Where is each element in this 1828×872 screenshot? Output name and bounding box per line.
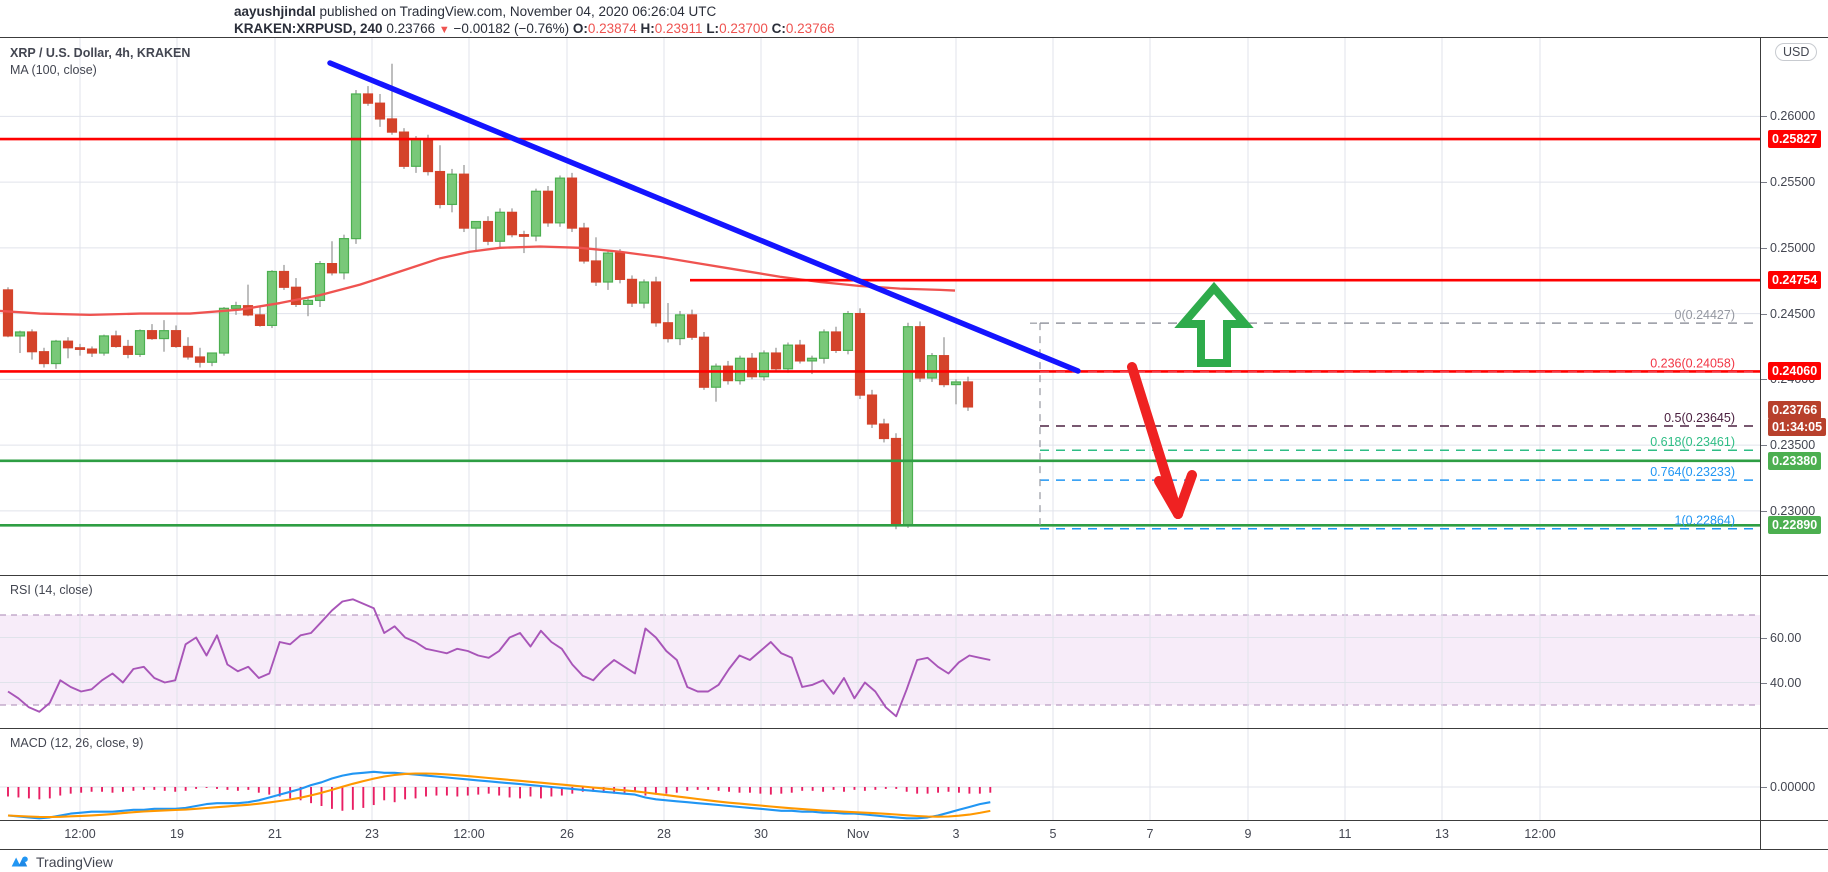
- macd-plot-area[interactable]: [0, 729, 1761, 820]
- price-pill-resistance[interactable]: 0.24754: [1768, 271, 1822, 290]
- macd-tick: [1761, 787, 1767, 788]
- svg-text:0.5(0.23645): 0.5(0.23645): [1664, 411, 1735, 425]
- price-tick: [1761, 379, 1767, 381]
- macd-pane[interactable]: MACD (12, 26, close, 9) 0.00000: [0, 728, 1828, 820]
- publisher-line: aayushjindal published on TradingView.co…: [234, 3, 1828, 20]
- low-value: 0.23700: [719, 21, 768, 36]
- tradingview-wordmark: TradingView: [36, 854, 114, 870]
- svg-text:0.764(0.23233): 0.764(0.23233): [1650, 465, 1735, 479]
- rsi-tick: [1761, 682, 1767, 684]
- currency-badge[interactable]: USD: [1775, 43, 1818, 61]
- price-tick: [1761, 313, 1767, 315]
- symbol-legend-title: XRP / U.S. Dollar, 4h, KRAKEN: [10, 46, 191, 60]
- author-name: aayushjindal: [234, 4, 316, 19]
- price-pill-support[interactable]: 0.23380: [1768, 451, 1822, 470]
- tradingview-logo-icon: [11, 856, 28, 867]
- macd-plot-svg: [0, 729, 1761, 820]
- time-tick-label: 12:00: [64, 827, 96, 841]
- quote-line: KRAKEN:XRPUSD, 240 0.23766 ▼ −0.00182 (−…: [234, 20, 1828, 39]
- price-tick: [1761, 116, 1767, 118]
- rsi-plot-svg: [0, 576, 1761, 728]
- time-tick-label: 12:00: [1524, 827, 1556, 841]
- price-change: −0.00182 (−0.76%): [453, 21, 570, 36]
- high-value: 0.23911: [654, 21, 703, 36]
- svg-text:1(0.22864): 1(0.22864): [1675, 514, 1735, 528]
- price-tick-label: 0.26000: [1770, 109, 1816, 124]
- time-tick-label: 3: [952, 827, 960, 841]
- rsi-axis[interactable]: 60.00 40.00: [1760, 576, 1828, 728]
- time-tick-label: 11: [1338, 827, 1352, 841]
- time-tick-label: 13: [1435, 827, 1449, 841]
- rsi-legend: RSI (14, close): [10, 583, 93, 597]
- price-tick-label: 0.23500: [1770, 438, 1816, 453]
- open-key: O:: [572, 21, 588, 36]
- ma-legend: MA (100, close): [10, 63, 97, 77]
- footer-brand: TradingView: [10, 852, 113, 872]
- close-key: C:: [771, 21, 786, 36]
- price-tick-label: 0.24500: [1770, 306, 1816, 321]
- rsi-plot-area[interactable]: [0, 576, 1761, 728]
- svg-text:0.236(0.24058): 0.236(0.24058): [1650, 357, 1735, 371]
- price-pill-countdown[interactable]: 01:34:05: [1768, 417, 1827, 436]
- symbol-label[interactable]: KRAKEN:XRPUSD, 240: [234, 21, 383, 36]
- macd-tick-label: 0.00000: [1770, 780, 1816, 794]
- time-tick-label: 26: [560, 827, 574, 841]
- rsi-pane[interactable]: RSI (14, close) 60.00 40.00: [0, 575, 1828, 728]
- time-tick-label: Nov: [846, 827, 870, 841]
- published-text: published on TradingView.com, November 0…: [315, 4, 717, 19]
- svg-text:0.618(0.23461): 0.618(0.23461): [1650, 435, 1735, 449]
- price-tick: [1761, 247, 1767, 249]
- price-tick: [1761, 510, 1767, 512]
- svg-text:0(0.24427): 0(0.24427): [1675, 308, 1735, 322]
- price-plot-svg: 0(0.24427) 0.236(0.24058) 0.5(0.23645) 0.61…: [0, 38, 1761, 575]
- main-chart-legend: XRP / U.S. Dollar, 4h, KRAKEN MA (100, c…: [10, 46, 190, 77]
- down-triangle-icon: ▼: [438, 24, 450, 36]
- time-tick-label: 5: [1049, 827, 1057, 841]
- low-key: L:: [706, 21, 720, 36]
- price-pill-support[interactable]: 0.22890: [1768, 516, 1822, 535]
- price-tick: [1761, 445, 1767, 447]
- last-price: 0.23766: [386, 21, 436, 36]
- price-tick-label: 0.23000: [1770, 503, 1816, 518]
- time-tick-label: 28: [657, 827, 671, 841]
- time-tick-label: 21: [268, 827, 282, 841]
- macd-legend: MACD (12, 26, close, 9): [10, 736, 144, 750]
- time-tick-label: 9: [1244, 827, 1252, 841]
- price-plot-area[interactable]: 0(0.24427) 0.236(0.24058) 0.5(0.23645) 0.61…: [0, 38, 1761, 575]
- price-tick-label: 0.25000: [1770, 240, 1816, 255]
- high-key: H:: [640, 21, 655, 36]
- open-value: 0.23874: [587, 21, 637, 36]
- chart-header: aayushjindal published on TradingView.co…: [0, 0, 1828, 40]
- time-tick-label: 19: [170, 827, 184, 841]
- price-pill-resistance[interactable]: 0.24060: [1768, 362, 1822, 381]
- price-tick-label: 0.25500: [1770, 175, 1816, 190]
- time-axis[interactable]: 12:00 19 21 23 12:00 26 28 30 Nov 3 5 7 9 11 13 12:00: [0, 820, 1828, 850]
- price-pane[interactable]: XRP / U.S. Dollar, 4h, KRAKEN MA (100, c…: [0, 37, 1828, 575]
- rsi-tick-label: 40.00: [1770, 675, 1802, 690]
- close-value: 0.23766: [785, 21, 835, 36]
- time-tick-label: 30: [754, 827, 768, 841]
- price-pill-last-price[interactable]: 0.23766: [1768, 401, 1822, 420]
- time-tick-label: 12:00: [453, 827, 485, 841]
- time-tick-label: 7: [1146, 827, 1154, 841]
- time-tick-label: 23: [365, 827, 379, 841]
- rsi-tick: [1761, 637, 1767, 639]
- price-tick: [1761, 182, 1767, 184]
- macd-axis[interactable]: 0.00000: [1760, 729, 1828, 820]
- price-axis[interactable]: USD 0.260000.255000.250000.245000.240000…: [1760, 38, 1828, 575]
- rsi-tick-label: 60.00: [1770, 630, 1802, 645]
- time-axis-separator: [1760, 821, 1761, 849]
- price-pill-resistance[interactable]: 0.25827: [1768, 130, 1822, 149]
